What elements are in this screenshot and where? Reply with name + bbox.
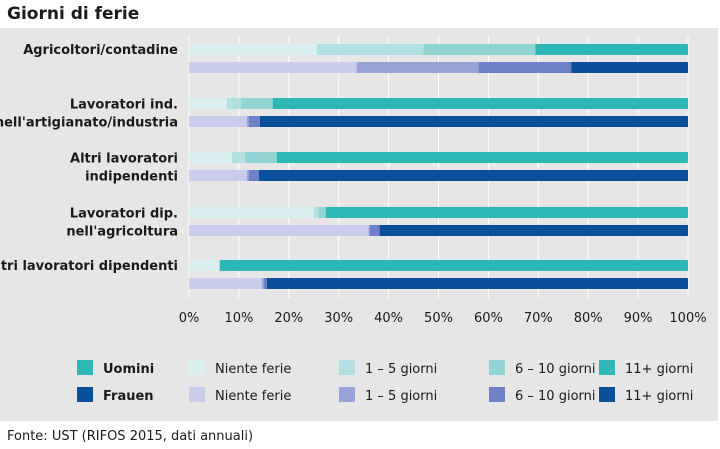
bar-segment [189, 225, 369, 236]
category-label: Agricoltori/contadine [23, 43, 178, 58]
bar-segment [571, 62, 688, 73]
legend-swatch [189, 387, 205, 402]
bar-segment [219, 260, 689, 271]
legend-label: 11+ giorni [625, 389, 693, 404]
legend-group-label: Uomini [103, 362, 154, 377]
bar-segment [272, 98, 688, 109]
legend-swatch [339, 387, 355, 402]
bar-segment [368, 225, 370, 236]
bar-segment [316, 44, 424, 55]
x-tick-label: 30% [324, 311, 353, 326]
legend-label: 11+ giorni [625, 362, 693, 377]
x-tick-label: 0% [179, 311, 200, 326]
bar-segment [325, 207, 688, 218]
bar-segment [261, 278, 264, 289]
category-label: Lavoratori dip. [70, 207, 178, 222]
legend-label: 1 – 5 giorni [365, 389, 437, 404]
bar-segment [246, 170, 249, 181]
source-note: Fonte: UST (RIFOS 2015, dati annuali) [7, 429, 254, 444]
bar-segment [356, 62, 479, 73]
bar-segment [189, 260, 219, 271]
bar-segment [244, 152, 277, 163]
x-tick-label: 90% [624, 311, 653, 326]
bar-segment [318, 207, 326, 218]
x-tick-label: 60% [474, 311, 503, 326]
bar-segment [189, 62, 357, 73]
x-tick-label: 70% [524, 311, 553, 326]
bar-segment [189, 152, 232, 163]
legend-swatch [599, 387, 615, 402]
category-label: nell'artigianato/industria [0, 116, 178, 131]
legend-label: 6 – 10 giorni [515, 362, 596, 377]
legend-label: 6 – 10 giorni [515, 389, 596, 404]
chart-plot: Agricoltori/contadine Lavoratori ind. nell… [0, 36, 707, 404]
bar-segment [231, 152, 245, 163]
bar-segment [535, 44, 688, 55]
x-tick-label: 100% [669, 311, 706, 326]
legend-swatch [189, 360, 205, 375]
x-tick-label: 20% [274, 311, 303, 326]
bar-segment [189, 278, 262, 289]
category-label: indipendenti [85, 170, 178, 185]
bar-segment [266, 278, 688, 289]
bar-segment [379, 225, 688, 236]
x-tick-label: 10% [224, 311, 253, 326]
category-label: Lavoratori ind. [70, 98, 178, 113]
bar-segment [259, 116, 688, 127]
category-label: nell'agricoltura [66, 225, 178, 240]
chart-panel [0, 28, 718, 421]
x-tick-label: 80% [574, 311, 603, 326]
bar-segment [263, 278, 267, 289]
legend: Uomini Niente ferie 1 – 5 giorni 6 – 10 gio… [77, 360, 693, 404]
bar-segment [313, 207, 319, 218]
bar-segment [189, 44, 317, 55]
bar-segment [369, 225, 380, 236]
bar-segment [189, 98, 227, 109]
bar-segment [276, 152, 688, 163]
bar-segment [226, 98, 241, 109]
bar-segment [189, 207, 314, 218]
legend-swatch [489, 360, 505, 375]
legend-group-label: Frauen [103, 389, 154, 404]
bar-segment [189, 170, 247, 181]
x-tick-labels: 0% 10% 20% 30% 40% 50% 60% 70% 80% 90% 100% [179, 311, 707, 326]
legend-swatch [599, 360, 615, 375]
legend-label: Niente ferie [215, 389, 291, 404]
bar-segment [258, 170, 688, 181]
x-tick-label: 40% [374, 311, 403, 326]
bar-segment [189, 116, 247, 127]
bar-segment [240, 98, 273, 109]
category-label: Altri lavoratori [70, 152, 178, 167]
bar-segment [423, 44, 536, 55]
chart-title: Giorni di ferie [7, 4, 140, 24]
bar-layer [189, 44, 689, 289]
legend-label: 1 – 5 giorni [365, 362, 437, 377]
bar-segment [478, 62, 572, 73]
legend-label: Niente ferie [215, 362, 291, 377]
bar-segment [246, 116, 249, 127]
bar-segment [218, 260, 220, 271]
bar-segment [248, 170, 259, 181]
legend-group-swatch [77, 387, 93, 402]
legend-swatch [339, 360, 355, 375]
category-label: Altri lavoratori dipendenti [0, 259, 178, 274]
category-labels: Agricoltori/contadine Lavoratori ind. nell… [0, 43, 178, 274]
x-tick-label: 50% [424, 311, 453, 326]
bar-segment [248, 116, 260, 127]
legend-swatch [489, 387, 505, 402]
grid-lines [188, 36, 689, 298]
legend-group-swatch [77, 360, 93, 375]
